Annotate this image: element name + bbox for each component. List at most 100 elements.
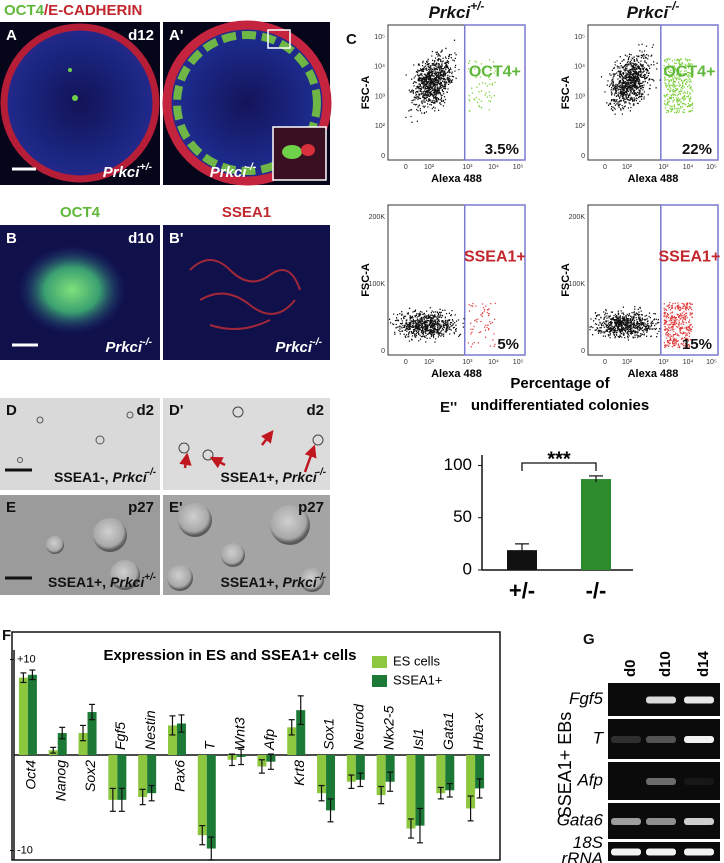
x-tick-label: 10³ <box>462 359 473 366</box>
error-bar <box>59 726 66 740</box>
percent-label: 3.5% <box>485 141 519 158</box>
chart-title: Expression in ES and SSEA1+ cells <box>103 647 356 664</box>
gate-label: SSEA1+ <box>658 249 720 266</box>
x-tick-label: Hba-x <box>470 712 486 750</box>
x-tick-label: 10³ <box>658 164 669 171</box>
error-bar <box>80 724 87 742</box>
significance-bracket <box>521 462 597 471</box>
bar <box>138 755 148 797</box>
gel-band <box>646 778 676 785</box>
bar <box>147 755 157 794</box>
gated-events <box>467 59 496 112</box>
bar <box>466 755 476 809</box>
y-tick-label: 0 <box>581 348 585 355</box>
x-tick-label: Gata1 <box>440 712 456 750</box>
gated-events <box>663 301 693 349</box>
caption: SSEA1+, <box>221 469 279 485</box>
phase-d-prime <box>163 398 330 490</box>
bar <box>326 755 336 811</box>
panel-letter: C <box>346 31 357 48</box>
x-tick-label: -/- <box>586 578 607 603</box>
gene: Prkci <box>429 3 472 22</box>
error-bar <box>446 783 453 798</box>
genotype-sup: -/- <box>147 467 156 478</box>
gene: Prkci <box>627 3 670 22</box>
panel-letter: G <box>583 631 595 648</box>
bar <box>57 733 67 755</box>
error-bar <box>437 786 444 800</box>
x-tick-label: Sox1 <box>321 718 337 750</box>
error-bar <box>297 695 304 726</box>
error-bar <box>169 715 176 736</box>
legend-swatch <box>372 675 387 687</box>
gel-band <box>646 848 676 856</box>
y-tick-label: 10³ <box>375 93 386 100</box>
error-bar <box>407 818 414 839</box>
x-tick-label: 0 <box>404 164 408 171</box>
gate <box>463 24 526 161</box>
x-tick-label: Pax6 <box>172 760 188 792</box>
panel-letter: D' <box>169 402 183 419</box>
error-bar <box>199 825 206 846</box>
gene: Prkci <box>105 339 143 356</box>
bar <box>108 755 118 800</box>
x-tick-label: 10⁴ <box>488 359 499 366</box>
genotype-sup: -/- <box>317 467 326 478</box>
bar <box>436 755 446 794</box>
x-tick-label: Fgf5 <box>112 722 128 750</box>
legend-label: ES cells <box>393 653 440 668</box>
bar <box>206 755 216 849</box>
stage-tag: d2 <box>306 402 324 419</box>
y-tick-label: 0 <box>581 153 585 160</box>
bar <box>287 727 297 755</box>
bar <box>445 755 455 791</box>
error-bar <box>515 543 529 557</box>
panel-letter: A' <box>169 27 183 44</box>
error-bar <box>378 785 385 805</box>
gene-label: T <box>593 728 605 747</box>
x-tick-label: 10⁴ <box>488 164 499 171</box>
y-tick-label: 200K <box>369 214 386 221</box>
y-axis-label: FSC-A <box>560 263 572 297</box>
x-tick-label: Nkx2-5 <box>380 705 396 750</box>
gene: Prkci <box>283 574 318 590</box>
gene: Prkci <box>275 339 313 356</box>
x-tick-label: Krt8 <box>291 760 307 786</box>
x-tick-label: Neurod <box>351 703 367 750</box>
gene: Prkci <box>113 469 148 485</box>
x-tick-label: 10² <box>424 164 435 171</box>
caption: SSEA1-, <box>54 469 108 485</box>
x-tick-label: 10⁵ <box>706 359 717 366</box>
genotype: Prkci-/- <box>105 336 152 356</box>
percent-label: 15% <box>682 336 712 353</box>
bar <box>296 710 306 755</box>
panel-letter: F <box>2 627 11 644</box>
bar <box>376 755 386 796</box>
x-tick-label: Nanog <box>52 760 68 801</box>
y-tick-label: 0 <box>381 153 385 160</box>
bar <box>406 755 416 829</box>
stain-label: SSEA1 <box>222 204 271 221</box>
error-bar <box>139 788 146 806</box>
x-tick-label: 0 <box>404 359 408 366</box>
error-bar <box>148 784 155 802</box>
gel-band <box>646 818 676 825</box>
x-axis-label: Alexa 488 <box>628 173 679 185</box>
x-axis-label: Alexa 488 <box>431 368 482 380</box>
chart-title: undifferentiated colonies <box>471 397 649 414</box>
x-tick-label: Sox2 <box>82 760 98 792</box>
error-bar <box>178 714 185 733</box>
annotation: *** <box>547 448 571 470</box>
micrograph-a-prime <box>162 20 332 186</box>
panel-letter: E' <box>169 499 183 516</box>
event-cloud <box>389 307 465 343</box>
x-tick-label: 10⁴ <box>683 359 694 366</box>
genotype-sup: -/- <box>312 336 322 348</box>
genotype-sup: +/- <box>139 161 152 173</box>
x-tick-label: 10⁵ <box>706 164 717 171</box>
error-bar <box>318 784 325 802</box>
bar <box>415 755 425 826</box>
gel-band <box>611 848 641 856</box>
bar <box>581 479 611 570</box>
